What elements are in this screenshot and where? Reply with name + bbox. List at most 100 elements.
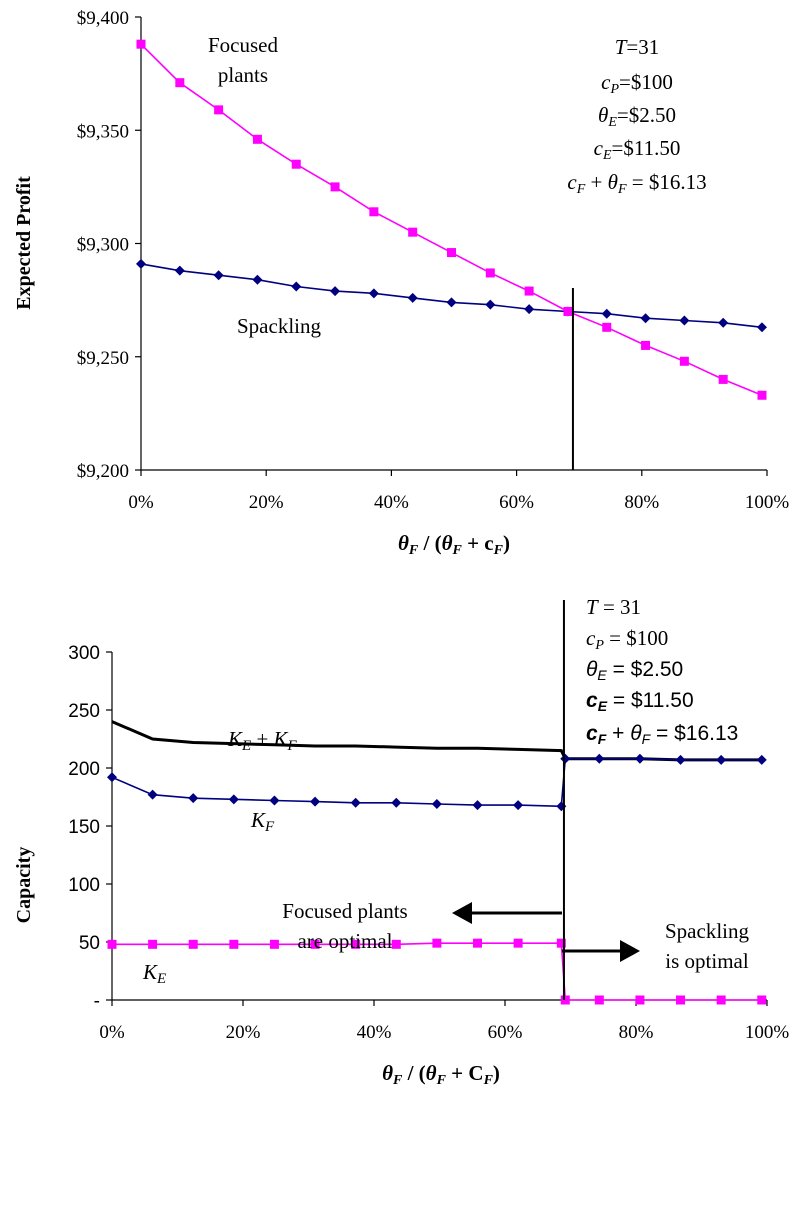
x-tick-label: 40% <box>374 492 409 513</box>
y-tick-label: 150 <box>68 817 100 838</box>
series-line-2 <box>112 942 762 1001</box>
y-axis-title: Expected Profit <box>13 176 35 310</box>
data-point <box>640 313 651 324</box>
x-tick-label: 60% <box>499 492 534 513</box>
data-point <box>485 268 495 278</box>
data-point <box>252 274 263 285</box>
x-tick-label: 100% <box>745 1022 790 1043</box>
parameter-annotation: cF + θF = $16.13 <box>586 722 738 747</box>
x-tick-label: 60% <box>488 1022 523 1043</box>
data-point <box>351 939 361 949</box>
data-point <box>472 800 483 811</box>
data-point <box>446 248 456 258</box>
y-tick-label: 50 <box>79 933 100 954</box>
series-label-0: KE + KF <box>227 727 298 754</box>
data-point <box>718 374 728 384</box>
data-point <box>107 772 117 783</box>
data-point <box>679 315 690 326</box>
arrowhead-left <box>452 902 472 924</box>
data-point <box>107 939 117 949</box>
data-point <box>432 938 442 948</box>
data-point <box>350 797 361 808</box>
series-label-2: KE <box>142 960 166 987</box>
parameter-annotation: cE = $11.50 <box>586 689 694 714</box>
data-point <box>757 390 767 400</box>
data-point <box>269 795 280 806</box>
data-point <box>368 288 379 299</box>
data-point <box>330 286 341 297</box>
data-point <box>147 789 158 800</box>
data-point <box>560 995 570 1005</box>
x-tick-label: 0% <box>128 492 154 513</box>
data-point <box>601 308 612 319</box>
data-point <box>188 939 198 949</box>
data-point <box>563 306 573 316</box>
parameter-annotation: cE=$11.50 <box>594 136 681 163</box>
data-point <box>594 753 605 764</box>
series-label-focused: plants <box>218 63 268 87</box>
data-point <box>310 939 320 949</box>
y-tick-label: $9,400 <box>77 8 129 29</box>
x-tick-label: 20% <box>249 492 284 513</box>
data-point <box>136 39 146 49</box>
y-tick-label: 100 <box>68 875 100 896</box>
parameter-annotation: θE=$2.50 <box>598 103 676 130</box>
data-point <box>310 796 321 807</box>
data-point <box>634 753 645 764</box>
y-tick-label: 250 <box>68 701 100 722</box>
data-point <box>472 938 482 948</box>
data-point <box>330 182 340 192</box>
data-point <box>756 754 767 765</box>
y-tick-label: $9,350 <box>77 121 129 142</box>
data-point <box>391 797 402 808</box>
data-point <box>214 105 224 115</box>
data-point <box>291 281 302 292</box>
parameter-annotation: cF + θF = $16.13 <box>567 170 706 197</box>
parameter-annotation: T=31 <box>615 35 660 59</box>
data-point <box>594 995 604 1005</box>
data-point <box>407 292 418 303</box>
series-line-1 <box>111 757 762 808</box>
x-tick-label: 40% <box>357 1022 392 1043</box>
data-point <box>148 939 158 949</box>
data-point <box>524 304 535 315</box>
data-point <box>188 793 199 804</box>
series-label-spackling: Spackling <box>237 314 321 338</box>
region-label-right: is optimal <box>665 949 749 973</box>
data-point <box>524 286 534 296</box>
data-point <box>513 800 524 811</box>
data-point <box>446 297 457 308</box>
series-line-0 <box>140 263 763 329</box>
series-label-focused: Focused <box>208 33 278 57</box>
y-tick-label: $9,250 <box>77 348 129 369</box>
data-point <box>641 340 651 350</box>
data-point <box>431 798 442 809</box>
data-point <box>252 134 262 144</box>
parameter-annotation: cP=$100 <box>601 70 673 97</box>
data-point <box>757 995 767 1005</box>
x-tick-label: 80% <box>619 1022 654 1043</box>
data-point <box>213 270 224 281</box>
data-point <box>716 995 726 1005</box>
data-point <box>602 322 612 332</box>
region-label-right: Spackling <box>665 919 749 943</box>
y-tick-label: 200 <box>68 759 100 780</box>
data-point <box>136 258 146 269</box>
data-point <box>228 794 239 805</box>
data-point <box>229 939 239 949</box>
data-point <box>485 299 496 310</box>
region-label-left: Focused plants <box>282 899 407 923</box>
expected-profit-chart: $9,200 $9,250 $9,300 $9,350 $9,400 0% 20% 40% 60… <box>13 8 789 558</box>
region-label-left: are optimal <box>297 929 392 953</box>
y-tick-label: - <box>94 991 100 1012</box>
y-axis-title: Capacity <box>13 847 35 924</box>
data-point <box>408 227 418 237</box>
data-point <box>174 265 185 276</box>
data-point <box>391 939 401 949</box>
parameter-annotation: T = 31 <box>586 595 641 619</box>
data-point <box>175 78 185 88</box>
x-tick-label: 0% <box>99 1022 125 1043</box>
data-point <box>716 754 727 765</box>
arrowhead-right <box>620 940 640 962</box>
